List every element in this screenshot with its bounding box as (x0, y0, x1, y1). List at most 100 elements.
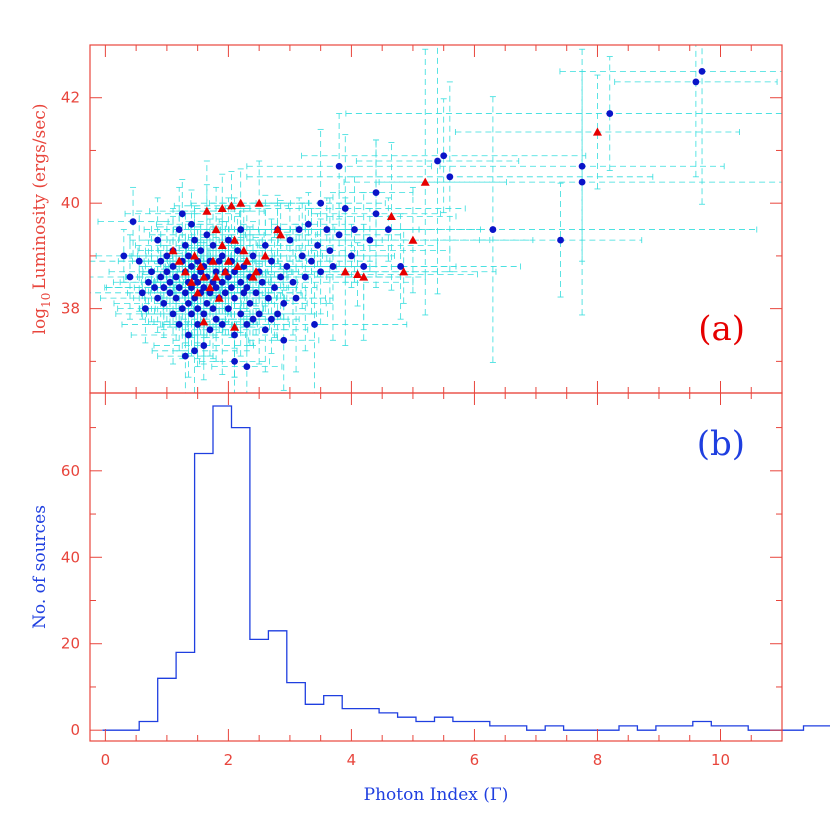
a-y-tick-label-0: 38 (61, 300, 80, 318)
panel-b-ylabel: No. of sources (30, 505, 50, 629)
circle-point (188, 263, 195, 270)
circle-point (172, 294, 180, 302)
circle-point (326, 247, 334, 255)
circle-point (243, 321, 251, 328)
circle-point (126, 273, 134, 281)
circle-point (298, 252, 306, 260)
circle-point (228, 284, 235, 291)
circle-point (317, 268, 325, 276)
circle-point (218, 252, 226, 260)
circle-point (261, 326, 269, 334)
histogram-step-line (102, 405, 830, 731)
triangle-point (273, 225, 283, 234)
circle-point (188, 220, 195, 228)
circle-point (231, 294, 238, 302)
panel-b-frame (89, 392, 783, 742)
circle-point (157, 257, 165, 265)
circle-point (181, 241, 189, 249)
triangle-point (193, 288, 203, 297)
triangle-point (230, 322, 240, 331)
circle-point (351, 226, 358, 233)
ylabel-luminosity: Luminosity (ergs/sec) (30, 104, 50, 290)
circle-point (200, 284, 208, 291)
triangle-point (399, 267, 409, 276)
circle-point (194, 321, 202, 328)
triangle-point (196, 261, 206, 271)
circle-point (191, 236, 198, 244)
circle-point (234, 247, 242, 255)
circle-point (225, 305, 232, 313)
circle-point (185, 299, 192, 307)
circle-point (252, 289, 260, 297)
circle-point (249, 315, 257, 323)
triangle-point (248, 272, 258, 281)
circle-point (237, 226, 245, 233)
triangle-point (211, 225, 221, 234)
circle-point (446, 173, 454, 181)
panel-a: 38 40 42 (a) log10 Luminosity (ergs/sec) (30, 44, 783, 394)
triangle-point (233, 261, 243, 271)
circle-point (215, 257, 223, 265)
circle-point (221, 289, 229, 297)
triangle-point (254, 198, 264, 207)
circle-point (209, 305, 217, 313)
circle-point (225, 236, 232, 244)
circle-point (335, 162, 343, 170)
circle-point (372, 210, 380, 218)
circle-point (212, 315, 220, 323)
circle-point (268, 315, 275, 323)
triangle-point (220, 267, 230, 276)
circle-point (283, 263, 291, 270)
circle-point (292, 294, 300, 302)
circle-point (440, 152, 448, 160)
triangle-point (236, 198, 246, 207)
circle-point (237, 310, 245, 318)
triangle-point (353, 269, 363, 278)
b-x-tick-label-1: 2 (224, 751, 234, 769)
circle-point (264, 294, 272, 302)
triangle-point (242, 256, 252, 265)
circle-point (160, 299, 168, 307)
circle-point (194, 305, 202, 313)
triangle-point (168, 246, 178, 255)
circle-point (280, 336, 288, 344)
panel-a-frame (89, 44, 783, 394)
circle-point (141, 305, 149, 313)
circle-point (341, 205, 349, 212)
circle-point (243, 284, 251, 291)
circle-point (289, 278, 297, 286)
circle-point (317, 199, 325, 207)
ylabel-subscript: 10 (39, 293, 53, 308)
error-bar (614, 45, 778, 178)
circle-point (203, 299, 211, 307)
b-y-tick-label-0: 0 (70, 721, 80, 739)
b-x-tick-label-3: 6 (470, 751, 480, 769)
triangle-point (359, 272, 369, 281)
triangle-point (199, 272, 209, 281)
triangle-point (420, 177, 430, 186)
circle-point (384, 226, 392, 233)
b-x-tick-label-4: 8 (593, 751, 603, 769)
circle-point (360, 263, 368, 270)
circle-point (169, 310, 177, 318)
panel-a-ticks: 38 40 42 (61, 44, 782, 393)
triangle-point (251, 267, 261, 276)
circle-point (348, 252, 355, 260)
error-bar (559, 45, 782, 205)
circle-point (163, 268, 171, 276)
circle-point (243, 363, 251, 371)
circle-point (578, 178, 586, 186)
circle-point (489, 226, 497, 233)
circle-point (178, 305, 186, 313)
circle-point (237, 278, 245, 286)
triangle-point (211, 272, 221, 281)
circle-point (308, 257, 315, 265)
ylabel-log: log (30, 308, 50, 335)
circle-point (200, 342, 208, 349)
error-bar (345, 56, 782, 171)
triangle-point (408, 235, 418, 244)
circle-point (181, 289, 189, 297)
triangle-point (199, 317, 209, 326)
b-x-tick-label-5: 10 (711, 751, 730, 769)
circle-point (191, 273, 198, 281)
